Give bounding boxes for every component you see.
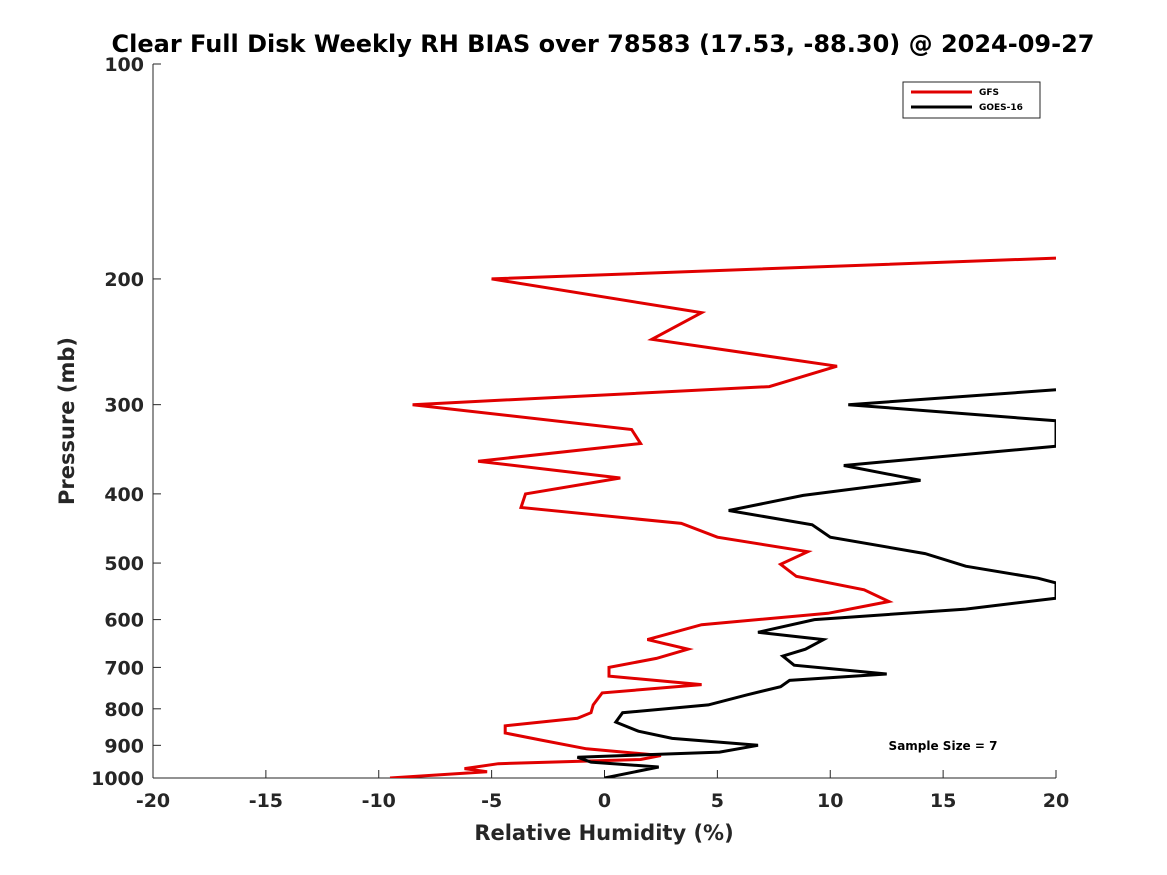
chart-title: Clear Full Disk Weekly RH BIAS over 7858… <box>112 30 1095 58</box>
legend-label: GFS <box>979 88 999 98</box>
legend: GFS GOES-16 <box>902 81 1041 119</box>
legend-box <box>902 81 1041 119</box>
x-axis-label: Relative Humidity (%) <box>474 821 733 845</box>
y-tick-label: 400 <box>104 484 144 506</box>
x-tick-label: -10 <box>362 790 396 812</box>
y-axis-label: Pressure (mb) <box>55 337 79 505</box>
x-tick-label: -15 <box>249 790 283 812</box>
series-line-goes-16 <box>576 388 1056 778</box>
x-tick-label: 10 <box>817 790 843 812</box>
x-tick-label: 15 <box>930 790 956 812</box>
x-tick-label: 5 <box>711 790 724 812</box>
y-tick-label: 100 <box>104 54 144 76</box>
y-tick-label: 500 <box>104 553 144 575</box>
y-tick-label: 700 <box>104 657 144 679</box>
plot-axes: -20 -15 -10 -5 0 5 10 15 20 100 200 300 400 500 600 700… <box>91 54 1069 812</box>
series-line-gfs <box>389 256 1056 778</box>
y-tick-label: 600 <box>104 610 144 632</box>
x-tick-label: 0 <box>598 790 611 812</box>
x-tick-label: -5 <box>481 790 502 812</box>
series-layer <box>389 256 1056 778</box>
x-tick-label: -20 <box>136 790 170 812</box>
x-tick-label: 20 <box>1043 790 1069 812</box>
legend-label: GOES-16 <box>979 103 1023 113</box>
y-tick-label: 200 <box>104 269 144 291</box>
y-tick-label: 900 <box>104 735 144 757</box>
y-tick-label: 1000 <box>91 768 144 790</box>
sample-size-note: Sample Size = 7 <box>889 739 998 753</box>
y-tick-label: 300 <box>104 395 144 417</box>
y-tick-label: 800 <box>104 699 144 721</box>
